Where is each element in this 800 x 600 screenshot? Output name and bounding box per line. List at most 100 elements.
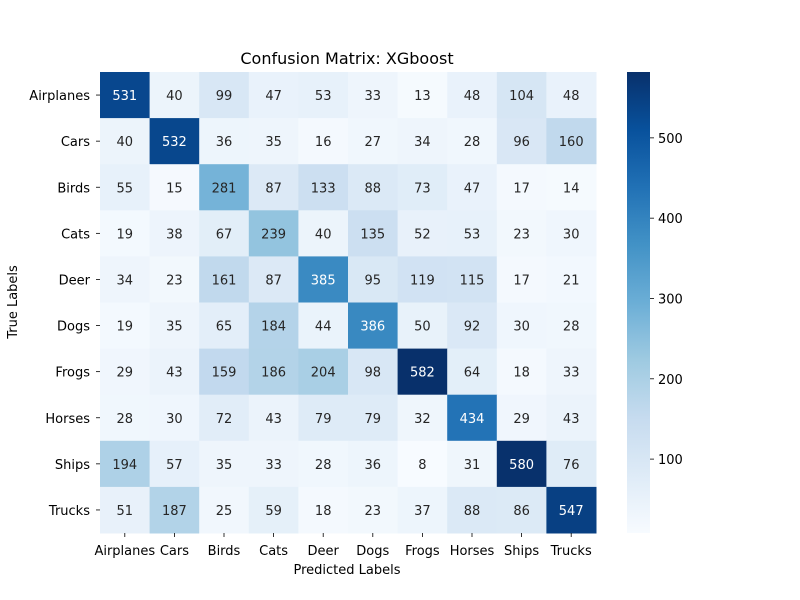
cell-value-label: 34 [117, 273, 134, 288]
cell-value-label: 531 [112, 89, 137, 104]
cell-value-label: 204 [311, 366, 336, 381]
x-tick-label: Trucks [550, 544, 592, 559]
heatmap-cell [149, 256, 200, 303]
heatmap-cell [199, 348, 250, 396]
heatmap-cell [298, 256, 349, 303]
heatmap-cell [100, 440, 151, 488]
heatmap-cell [447, 348, 498, 396]
heatmap-cell [100, 348, 151, 396]
cell-value-label: 547 [559, 504, 584, 519]
cell-value-label: 65 [216, 320, 233, 335]
cell-value-label: 53 [464, 227, 481, 242]
x-axis-label: Predicted Labels [293, 563, 400, 578]
chart-title: Confusion Matrix: XGboost [240, 49, 453, 68]
cell-value-label: 104 [509, 89, 534, 104]
cell-value-label: 40 [315, 227, 332, 242]
heatmap-cell [298, 210, 349, 257]
heatmap-cell [248, 118, 299, 165]
cell-value-label: 17 [513, 181, 530, 196]
cell-value-label: 88 [365, 181, 382, 196]
cell-value-label: 35 [166, 320, 183, 335]
x-tick-label: Cats [259, 544, 288, 559]
heatmap-cell [546, 302, 597, 350]
cell-value-label: 52 [414, 227, 431, 242]
y-axis-ticks: Airplanes Cars Birds Cats Deer Dogs Frogs Horse… [29, 89, 100, 519]
cell-value-label: 19 [117, 320, 134, 335]
cell-value-label: 18 [513, 366, 530, 381]
x-tick-label: Deer [308, 544, 340, 559]
colorbar-gradient [627, 72, 650, 533]
cell-value-label: 99 [216, 89, 233, 104]
cell-value-label: 73 [414, 181, 431, 196]
cell-value-label: 50 [414, 320, 431, 335]
cell-value-label: 386 [360, 320, 385, 335]
heatmap-cell [298, 486, 349, 534]
cell-value-label: 47 [464, 181, 481, 196]
y-tick-label: Cars [61, 135, 90, 150]
heatmap-cell [496, 440, 547, 488]
cell-value-label: 32 [414, 412, 431, 427]
cell-value-label: 44 [315, 320, 332, 335]
heatmap-cell [546, 486, 597, 534]
cell-value-label: 580 [509, 458, 534, 473]
heatmap-cell [447, 302, 498, 350]
cell-value-label: 40 [166, 89, 183, 104]
cell-value-label: 55 [117, 181, 134, 196]
cell-value-label: 40 [117, 135, 134, 150]
heatmap-cell [199, 256, 250, 303]
heatmap-cell [397, 72, 448, 119]
heatmap-cell [248, 440, 299, 488]
x-tick-label: Dogs [356, 544, 389, 559]
y-tick-label: Birds [57, 181, 90, 196]
y-tick-label: Cats [61, 227, 90, 242]
cell-value-label: 29 [513, 412, 530, 427]
cell-value-label: 186 [261, 366, 286, 381]
cell-value-label: 29 [117, 366, 134, 381]
cell-value-label: 17 [513, 273, 530, 288]
cell-value-label: 88 [464, 504, 481, 519]
cell-value-label: 23 [365, 504, 382, 519]
cell-value-label: 67 [216, 227, 233, 242]
heatmap-cell [546, 394, 597, 442]
cell-value-label: 532 [162, 135, 187, 150]
heatmap-cell [496, 164, 547, 211]
heatmap-cell [546, 118, 597, 165]
cell-value-label: 76 [563, 458, 580, 473]
cell-value-label: 36 [216, 135, 233, 150]
cell-value-label: 184 [261, 320, 286, 335]
heatmap-cell-labels: 531 40 99 47 53 33 13 48 104 48 40 532 36 35 16 27 34 28 9… [112, 89, 583, 519]
cell-value-label: 59 [265, 504, 282, 519]
cell-value-label: 28 [464, 135, 481, 150]
heatmap-cell [100, 210, 151, 257]
heatmap-cell [348, 486, 399, 534]
heatmap-cell [298, 394, 349, 442]
heatmap-cell [149, 210, 200, 257]
cell-value-label: 95 [365, 273, 382, 288]
cell-value-label: 53 [315, 89, 332, 104]
heatmap-cell [546, 164, 597, 211]
cell-value-label: 28 [117, 412, 134, 427]
cell-value-label: 135 [360, 227, 385, 242]
cell-value-label: 79 [315, 412, 332, 427]
heatmap-cell [397, 164, 448, 211]
x-tick-label: Frogs [405, 544, 440, 559]
colorbar-tick-label: 200 [658, 373, 683, 388]
cell-value-label: 16 [315, 135, 332, 150]
heatmap-cell [149, 118, 200, 165]
heatmap-cell [199, 210, 250, 257]
heatmap-cell [149, 164, 200, 211]
heatmap-cell [397, 440, 448, 488]
y-tick-label: Frogs [55, 366, 90, 381]
x-tick-label: Birds [208, 544, 241, 559]
heatmap-cell [248, 72, 299, 119]
heatmap-cell [397, 486, 448, 534]
heatmap-cell [447, 440, 498, 488]
cell-value-label: 98 [365, 366, 382, 381]
cell-value-label: 36 [365, 458, 382, 473]
x-tick-label: Cars [160, 544, 189, 559]
heatmap-cell [100, 486, 151, 534]
heatmap-cell [199, 486, 250, 534]
cell-value-label: 87 [265, 273, 282, 288]
heatmap-cell [199, 440, 250, 488]
